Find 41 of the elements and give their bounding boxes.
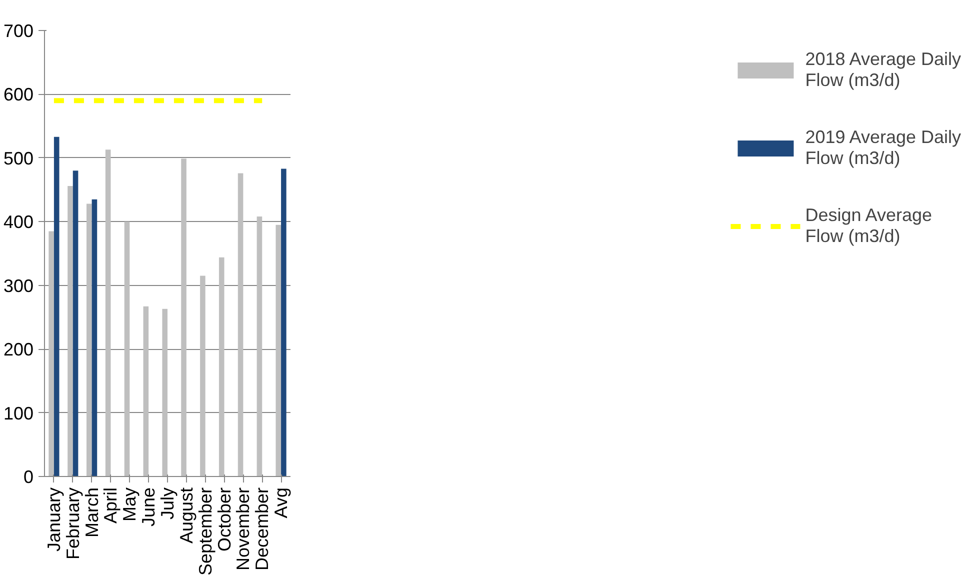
y-tick-label: 700 (3, 21, 34, 41)
x-tick-label: February (62, 487, 83, 560)
y-tick-label: 0 (23, 467, 34, 487)
bar (281, 168, 286, 476)
y-tick-label: 200 (3, 340, 34, 360)
x-tick-label: August (176, 487, 196, 544)
bar (48, 231, 54, 476)
bar (162, 308, 168, 476)
bar (181, 158, 186, 476)
bar (54, 136, 60, 476)
y-tick-label: 100 (3, 403, 34, 424)
x-tick-label: June (138, 487, 159, 527)
bar (143, 306, 149, 476)
x-tick-label: October (214, 487, 234, 552)
legend-label: 2019 Average Daily Flow (m3/d) (805, 126, 961, 170)
x-tick-label: September (195, 487, 216, 576)
bar (72, 170, 78, 476)
x-tick-label: April (100, 487, 121, 524)
y-tick-label: 300 (3, 276, 34, 296)
bar (86, 204, 92, 476)
x-tick-label: July (158, 487, 178, 520)
bar (218, 257, 224, 476)
x-tick-label: December (252, 487, 272, 571)
bar (238, 173, 244, 476)
bar (124, 222, 130, 476)
bar (105, 150, 111, 476)
y-tick-label: 400 (3, 212, 34, 232)
x-tick-label: May (120, 487, 140, 522)
legend-label: 2018 Average Daily Flow (m3/d) (805, 48, 961, 92)
x-tick-label: Avg (271, 487, 292, 518)
bar (276, 224, 282, 476)
y-tick-label: 600 (3, 84, 34, 105)
legend-label: Design Average Flow (m3/d) (805, 204, 932, 248)
x-tick-label: November (233, 487, 254, 571)
bar (68, 186, 73, 476)
x-tick-label: March (82, 487, 102, 538)
y-tick-label: 500 (3, 148, 34, 168)
bar (200, 276, 206, 476)
x-tick-label: January (44, 487, 64, 552)
bar (256, 216, 262, 476)
bar (92, 199, 98, 476)
